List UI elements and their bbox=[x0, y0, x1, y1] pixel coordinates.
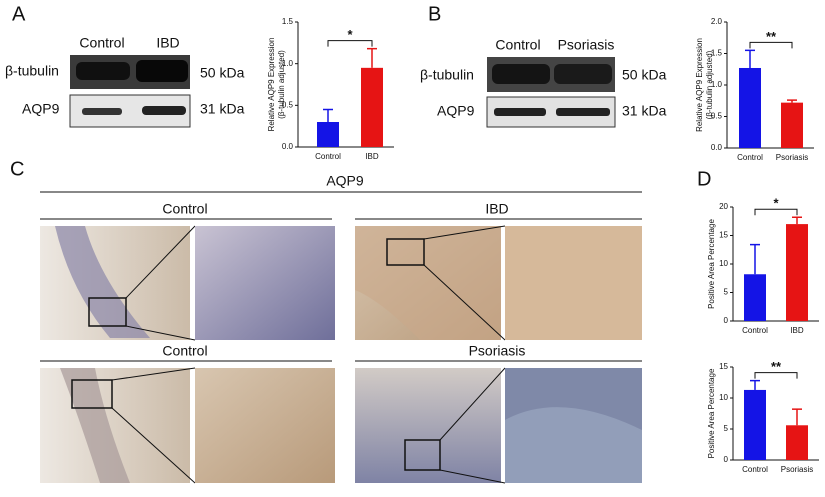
zoom-line bbox=[111, 367, 196, 381]
significance-label: * bbox=[347, 27, 353, 42]
zoom-line bbox=[111, 407, 196, 484]
blot-band bbox=[492, 64, 550, 84]
significance-bracket bbox=[749, 41, 793, 49]
bar bbox=[781, 102, 803, 148]
y-tick-label: 0.5 bbox=[711, 112, 723, 121]
y-axis-label: Relative AQP9 Expression bbox=[267, 38, 276, 132]
x-tick-label: Control bbox=[742, 326, 768, 335]
y-tick-label: 0 bbox=[724, 455, 729, 464]
blot-band bbox=[82, 108, 122, 115]
significance-label: ** bbox=[766, 29, 777, 44]
x-tick-label: Psoriasis bbox=[781, 465, 813, 474]
x-tick-label: IBD bbox=[790, 326, 804, 335]
y-axis-label: (β-tubulin adjusted) bbox=[705, 50, 714, 119]
y-axis-label: Relative AQP9 Expression bbox=[695, 38, 704, 132]
zoom-line bbox=[439, 367, 506, 441]
size-label: 31 kDa bbox=[200, 101, 245, 117]
zoom-line bbox=[439, 469, 506, 484]
lane-label: Control bbox=[495, 37, 540, 53]
x-tick-label: Control bbox=[737, 153, 763, 162]
bar bbox=[786, 425, 808, 460]
significance-label: ** bbox=[771, 359, 782, 374]
zoom-box bbox=[386, 238, 425, 266]
lane-label: Control bbox=[79, 35, 124, 51]
blot-band bbox=[494, 108, 546, 116]
y-tick-label: 1.5 bbox=[282, 17, 294, 26]
panel-label: B bbox=[428, 3, 441, 25]
significance-bracket bbox=[754, 372, 798, 379]
bar bbox=[744, 274, 766, 321]
size-label: 50 kDa bbox=[200, 65, 245, 81]
size-label: 50 kDa bbox=[622, 67, 667, 83]
histology-image bbox=[195, 368, 335, 483]
zoom-line bbox=[125, 325, 196, 341]
zoom-box bbox=[71, 379, 113, 409]
y-tick-label: 2.0 bbox=[711, 17, 723, 26]
significance-label: * bbox=[773, 196, 779, 211]
histology-image bbox=[355, 368, 501, 483]
tissue bbox=[60, 368, 130, 483]
protein-label: AQP9 bbox=[22, 101, 60, 117]
protein-label: AQP9 bbox=[437, 103, 475, 119]
y-tick-label: 15 bbox=[719, 231, 728, 240]
bar bbox=[744, 389, 766, 460]
panel-label: D bbox=[697, 168, 711, 190]
panel-label: A bbox=[12, 3, 26, 25]
y-tick-label: 0.5 bbox=[282, 100, 294, 109]
group-label: Control bbox=[162, 201, 207, 217]
significance-bracket bbox=[754, 208, 798, 216]
protein-label: β-tubulin bbox=[5, 63, 59, 79]
significance-bracket bbox=[327, 40, 373, 47]
protein-label: β-tubulin bbox=[420, 67, 474, 83]
group-label: IBD bbox=[485, 201, 508, 217]
blot-band bbox=[142, 106, 186, 115]
y-tick-label: 5 bbox=[724, 424, 729, 433]
x-tick-label: Psoriasis bbox=[776, 153, 808, 162]
tissue bbox=[355, 226, 501, 340]
bar bbox=[317, 122, 339, 147]
y-tick-label: 0.0 bbox=[711, 143, 723, 152]
panel-label: C bbox=[10, 158, 24, 180]
y-tick-label: 0.0 bbox=[282, 142, 294, 151]
zoom-line bbox=[125, 225, 196, 299]
y-tick-label: 1.0 bbox=[711, 80, 723, 89]
histology-image bbox=[195, 226, 335, 340]
bar bbox=[739, 67, 761, 148]
x-tick-label: Control bbox=[315, 152, 341, 161]
tissue bbox=[505, 407, 642, 483]
blot-band bbox=[556, 108, 610, 116]
x-tick-label: IBD bbox=[365, 152, 379, 161]
blot-band bbox=[554, 64, 612, 84]
y-axis-label: Positive Area Percentage bbox=[707, 368, 716, 458]
y-tick-label: 10 bbox=[719, 393, 728, 402]
group-label: Control bbox=[162, 343, 207, 359]
zoom-box bbox=[404, 439, 441, 471]
y-tick-label: 15 bbox=[719, 362, 728, 371]
y-axis-label: (β-tubulin adjusted) bbox=[277, 50, 286, 119]
x-tick-label: Control bbox=[742, 465, 768, 474]
size-label: 31 kDa bbox=[622, 103, 667, 119]
lane-label: IBD bbox=[156, 35, 179, 51]
zoom-box bbox=[88, 297, 127, 327]
y-tick-label: 0 bbox=[724, 316, 729, 325]
y-axis-label: Positive Area Percentage bbox=[707, 219, 716, 309]
zoom-line bbox=[423, 225, 506, 240]
group-label: Psoriasis bbox=[469, 343, 526, 359]
y-tick-label: 20 bbox=[719, 202, 728, 211]
y-tick-label: 1.5 bbox=[711, 49, 723, 58]
bar bbox=[786, 224, 808, 321]
y-tick-label: 5 bbox=[724, 288, 729, 297]
y-tick-label: 1.0 bbox=[282, 59, 294, 68]
lane-label: Psoriasis bbox=[558, 37, 615, 53]
histology-image bbox=[505, 226, 642, 340]
blot-band bbox=[136, 60, 188, 82]
y-tick-label: 10 bbox=[719, 259, 728, 268]
bar bbox=[361, 67, 383, 147]
histology-title: AQP9 bbox=[326, 173, 364, 189]
blot-band bbox=[76, 62, 130, 80]
zoom-line bbox=[423, 264, 506, 341]
